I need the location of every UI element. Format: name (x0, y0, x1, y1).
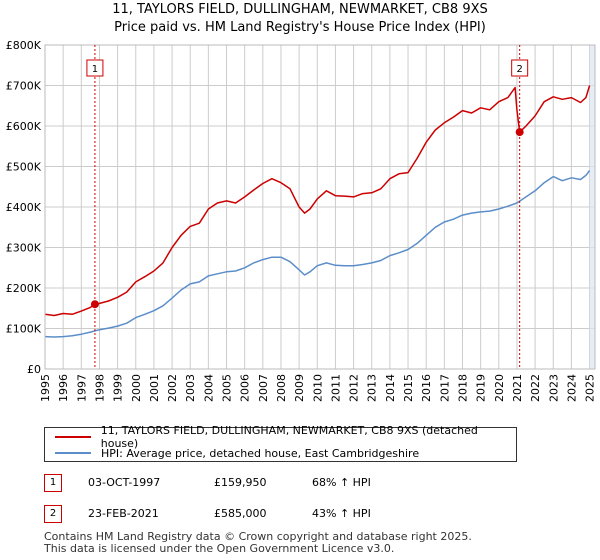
shaded-region (589, 45, 595, 369)
grid (44, 44, 595, 370)
plot-border (44, 44, 596, 370)
chart-title-line-2: Price paid vs. HM Land Registry's House … (114, 20, 486, 35)
legend-label-hpi: HPI: Average price, detached house, East… (101, 446, 420, 460)
transaction-badge: 2 (44, 505, 62, 523)
transaction-badge: 1 (44, 474, 62, 492)
transaction-date: 23-FEB-2021 (88, 507, 159, 520)
x-tick-label: 1998 (93, 374, 106, 402)
x-tick-label: 2006 (239, 374, 252, 402)
sale-point (90, 300, 99, 309)
x-tick-label: 2003 (184, 374, 197, 402)
chart-title-line-1: 11, TAYLORS FIELD, DULLINGHAM, NEWMARKET… (112, 2, 488, 17)
legend-swatch-property (55, 436, 91, 438)
transaction-price: £585,000 (214, 507, 267, 520)
x-tick-label: 1995 (39, 374, 52, 402)
legend-swatch-hpi (55, 452, 91, 454)
legend: 11, TAYLORS FIELD, DULLINGHAM, NEWMARKET… (44, 424, 517, 462)
x-tick-label: 2021 (511, 374, 524, 402)
x-tick-label: 2012 (348, 374, 361, 402)
series-lines (44, 85, 591, 338)
x-tick-label: 2001 (148, 374, 161, 402)
transaction-date: 03-OCT-1997 (88, 476, 161, 489)
x-tick-label: 2013 (366, 374, 379, 402)
y-tick-label: £700K (6, 80, 42, 93)
future-shade (589, 45, 595, 369)
axes: £0 £100K £200K £300K £400K £500K £600K £700K £80… (6, 39, 597, 402)
y-tick-label: £200K (6, 282, 42, 295)
x-tick-label: 2018 (456, 374, 469, 402)
sale-label-box (511, 59, 529, 77)
footer-line-1: Contains HM Land Registry data © Crown c… (44, 530, 472, 543)
x-tick-label: 1997 (75, 374, 88, 402)
x-tick-label: 2011 (329, 374, 342, 402)
x-tick-label: 2000 (130, 374, 143, 402)
x-tick-label: 2016 (420, 374, 433, 402)
x-tick-label: 2019 (475, 374, 488, 402)
legend-label-property: 11, TAYLORS FIELD, DULLINGHAM, NEWMARKET… (100, 424, 478, 450)
price-chart: £0 £100K £200K £300K £400K £500K £600K £700K £80… (6, 39, 597, 402)
x-tick-label: 2010 (311, 374, 324, 402)
y-tick-label: £600K (6, 120, 42, 133)
x-tick-label: 2015 (402, 374, 415, 402)
transaction-hpi: 43% ↑ HPI (312, 507, 371, 520)
footer: Contains HM Land Registry data © Crown c… (44, 531, 472, 555)
x-tick-label: 2014 (384, 374, 397, 402)
x-tick-label: 2023 (547, 374, 560, 402)
y-tick-label: £400K (6, 201, 42, 214)
property-price-line (44, 85, 591, 317)
legend-item-hpi: HPI: Average price, detached house, East… (45, 445, 419, 461)
x-tick-label: 2022 (529, 374, 542, 402)
legend-item-property: 11, TAYLORS FIELD, DULLINGHAM, NEWMARKET… (45, 424, 516, 450)
sale-label-box (86, 59, 104, 77)
y-tick-label: £800K (6, 39, 42, 52)
x-tick-label: 2025 (584, 374, 597, 402)
x-tick-label: 2017 (438, 374, 451, 402)
x-tick-label: 2005 (221, 374, 234, 402)
x-tick-label: 2002 (166, 374, 179, 402)
y-tick-label: £300K (6, 242, 42, 255)
y-tick-label: £500K (6, 161, 42, 174)
transaction-price: £159,950 (214, 476, 267, 489)
y-tick-label: £100K (6, 323, 42, 336)
x-tick-label: 1999 (112, 374, 125, 402)
x-tick-label: 2008 (275, 374, 288, 402)
x-tick-label: 2020 (493, 374, 506, 402)
x-tick-label: 2009 (293, 374, 306, 402)
y-tick-label: £0 (27, 363, 41, 376)
hpi-line (44, 170, 591, 338)
x-tick-label: 1996 (57, 374, 70, 402)
x-tick-label: 2004 (202, 374, 215, 402)
sale-label: 1 (92, 64, 98, 75)
transaction-hpi: 68% ↑ HPI (312, 476, 371, 489)
x-tick-label: 2024 (565, 374, 578, 402)
x-tick-label: 2007 (257, 374, 270, 402)
sale-point (515, 128, 524, 137)
sale-label: 2 (516, 64, 522, 75)
footer-line-2: This data is licensed under the Open Gov… (44, 542, 395, 555)
